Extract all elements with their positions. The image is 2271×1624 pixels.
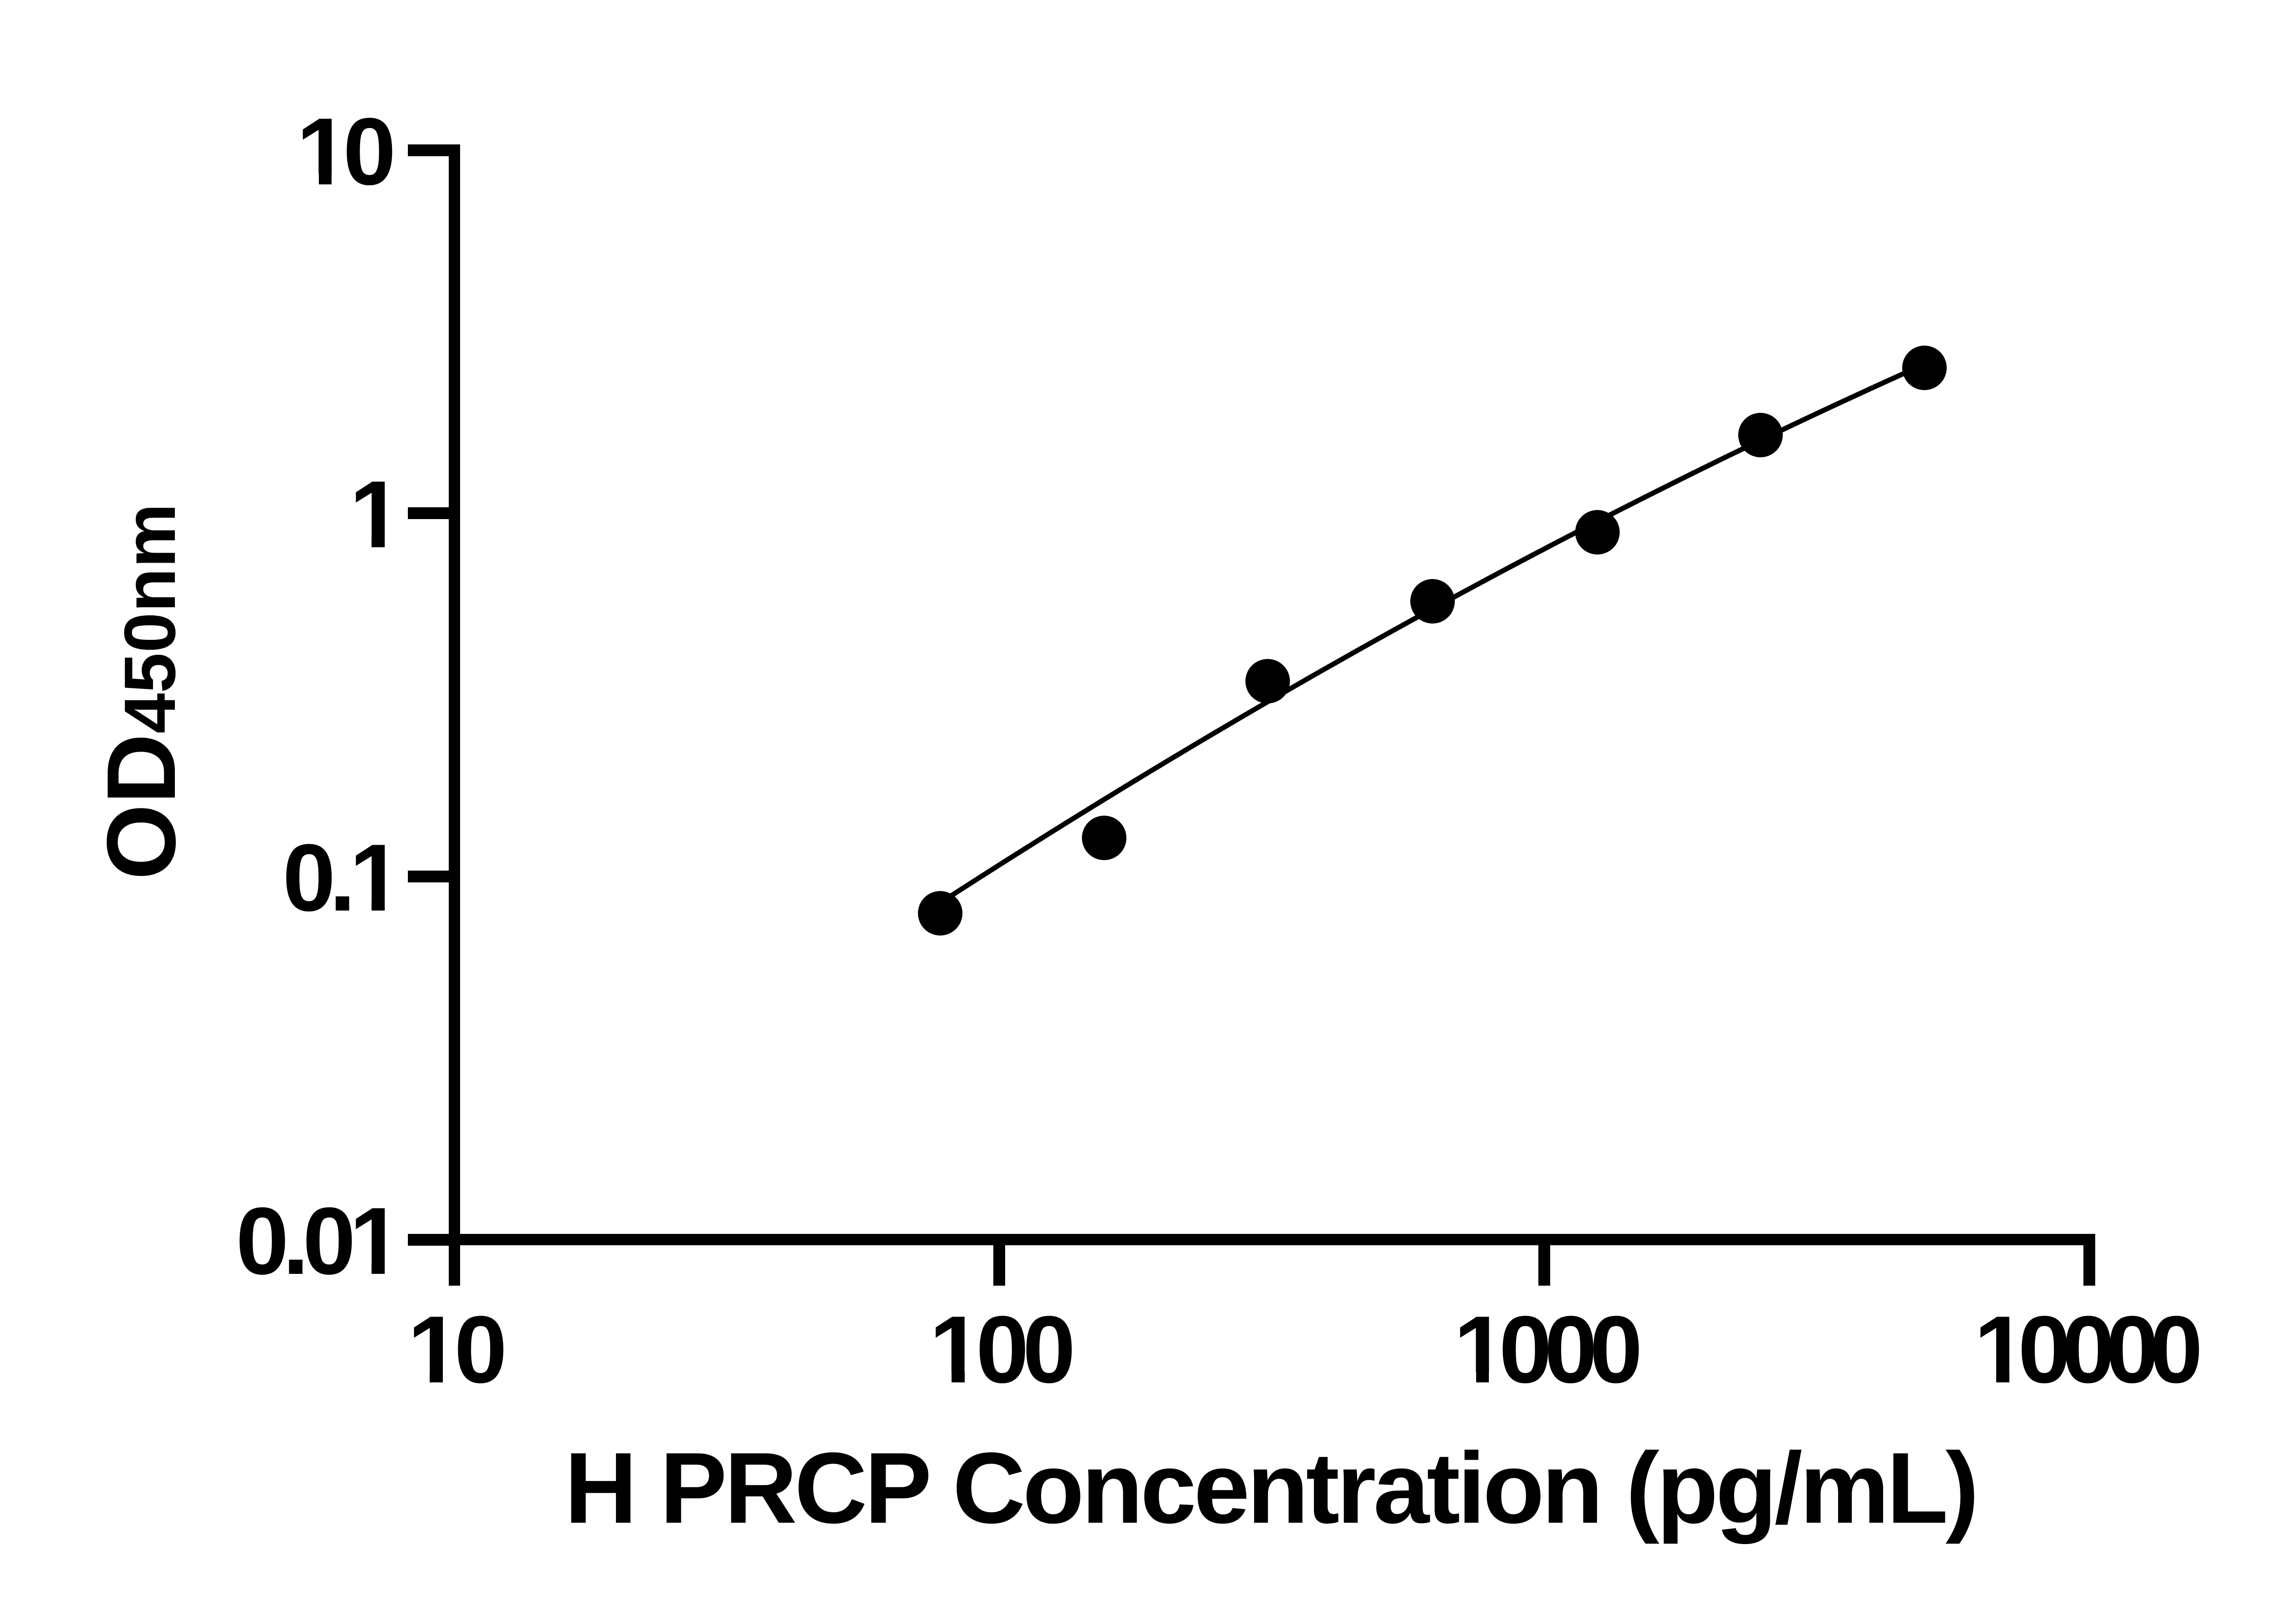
- svg-text:H PRCP Concentration (pg/mL): H PRCP Concentration (pg/mL): [565, 1432, 1977, 1545]
- svg-text:1: 1: [349, 461, 400, 568]
- svg-text:1000: 1000: [1453, 1296, 1639, 1403]
- svg-text:10: 10: [296, 98, 392, 205]
- svg-text:0.01: 0.01: [236, 1188, 400, 1294]
- svg-text:10000: 10000: [1974, 1296, 2199, 1403]
- svg-text:10: 10: [407, 1296, 504, 1403]
- svg-text:OD450nm: OD450nm: [86, 503, 196, 880]
- svg-text:100: 100: [929, 1296, 1072, 1403]
- svg-text:0.1: 0.1: [283, 824, 400, 931]
